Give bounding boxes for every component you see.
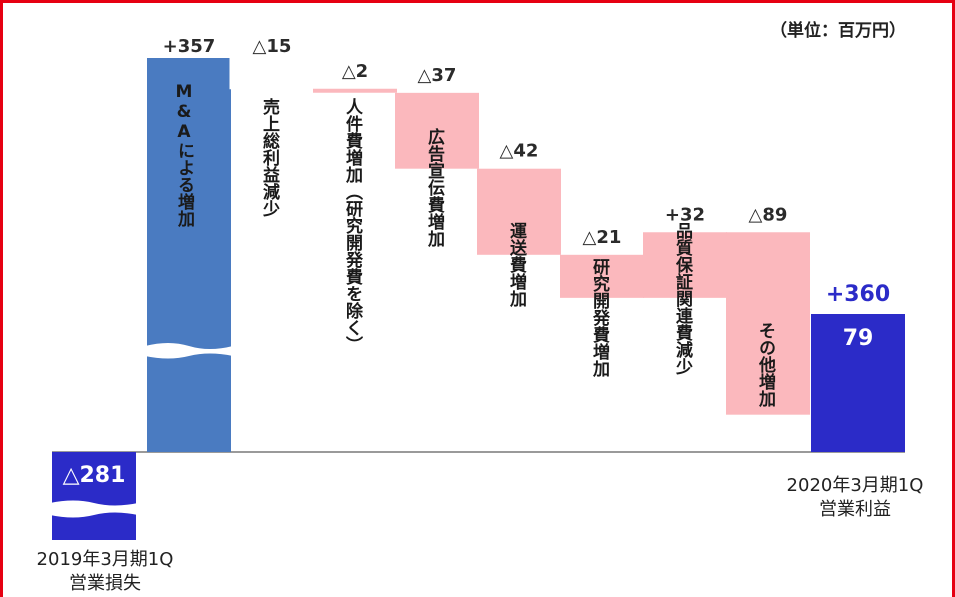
category-label-step-2: 人件費増加（研究開発費を除く）	[342, 98, 362, 353]
start-bar-value: △281	[63, 463, 126, 488]
end-bar-delta: +360	[826, 282, 890, 307]
bar-step-7	[726, 232, 810, 415]
end-label-line2: 営業利益	[819, 499, 891, 520]
category-label-step-3: 広告宣伝費増加	[424, 128, 444, 247]
category-label-step-0: M&Aによる増加	[174, 82, 194, 227]
start-category-label: 2019年3月期1Q 営業損失	[10, 548, 200, 596]
value-label-step-1: △15	[253, 36, 292, 57]
value-label-step-6: +32	[665, 204, 705, 225]
ma-bar-break	[145, 343, 233, 359]
start-bar	[52, 452, 136, 540]
category-label-step-1: 売上総利益減少	[259, 98, 279, 217]
category-label-step-5: 研究開発費増加	[589, 258, 609, 377]
category-label-step-6: 品質保証関連費減少	[672, 222, 692, 375]
bar-step-1	[229, 57, 315, 90]
end-label-line1: 2020年3月期1Q	[786, 475, 924, 496]
value-label-step-7: △89	[749, 204, 788, 225]
start-label-line1: 2019年3月期1Q	[36, 549, 174, 570]
category-label-step-7: その他増加	[755, 322, 775, 407]
value-label-step-2: △2	[342, 61, 368, 82]
bar-step-6	[643, 232, 727, 298]
value-label-step-3: △37	[418, 65, 457, 86]
bar-step-5	[560, 254, 644, 298]
value-label-step-5: △21	[583, 227, 622, 248]
bar-step-2	[313, 88, 397, 93]
bar-step-0	[147, 58, 231, 452]
value-label-step-4: △42	[500, 141, 539, 162]
category-label-step-4: 運送費増加	[506, 222, 526, 307]
bar-step-3	[395, 92, 479, 169]
start-bar-break	[50, 500, 138, 518]
end-bar-value: 79	[843, 326, 874, 351]
unit-label: （単位：百万円）	[770, 21, 906, 41]
bar-step-4	[477, 168, 561, 255]
end-category-label: 2020年3月期1Q 営業利益	[760, 474, 950, 522]
start-label-line2: 営業損失	[69, 573, 141, 594]
value-label-step-0: +357	[163, 36, 216, 57]
end-bar	[811, 314, 905, 452]
